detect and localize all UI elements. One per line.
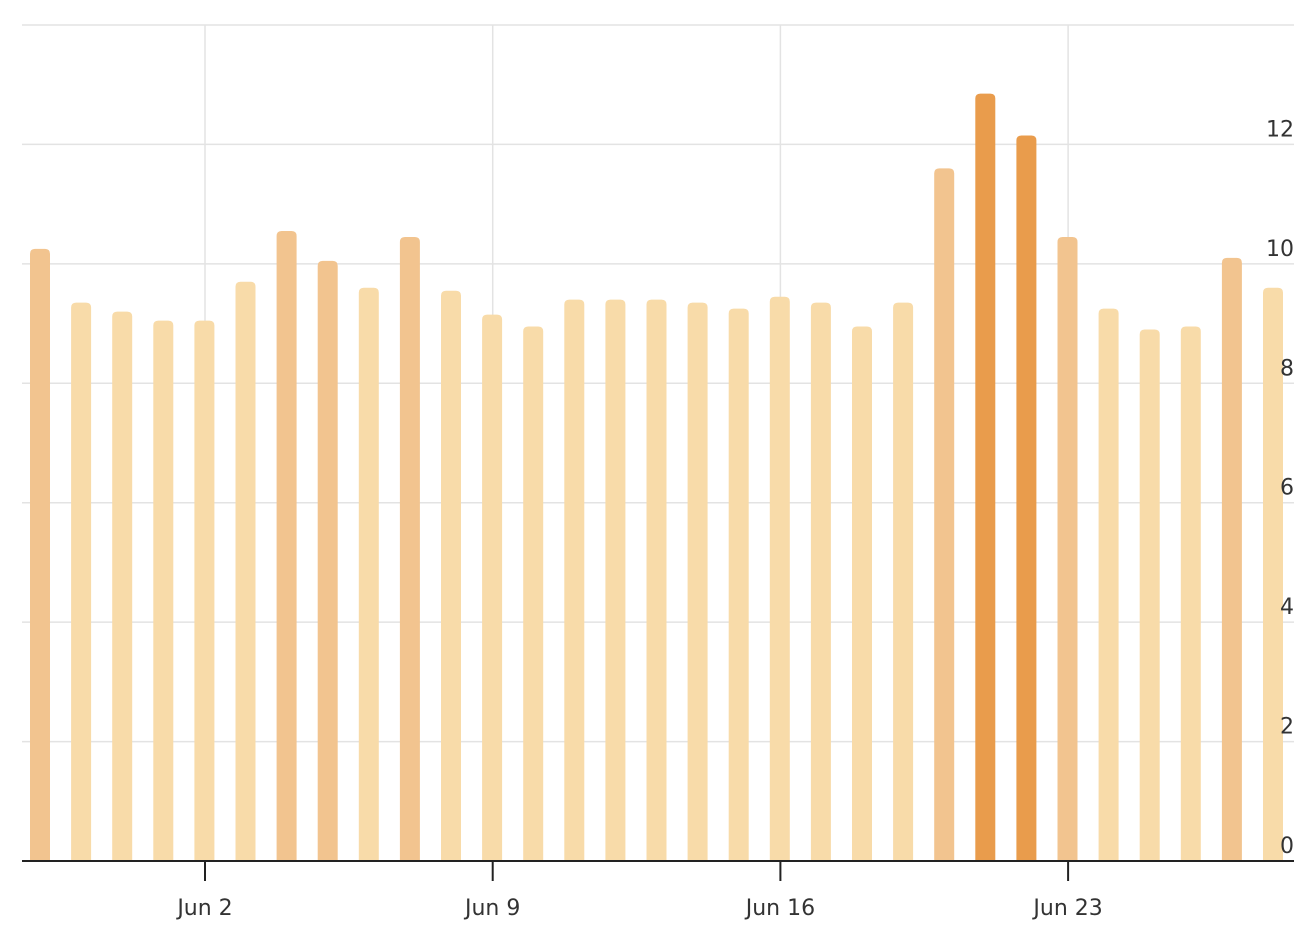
bars bbox=[30, 93, 1283, 862]
bar bbox=[1098, 308, 1119, 862]
bar bbox=[71, 302, 92, 862]
y-tick-label: 2 bbox=[1280, 715, 1294, 740]
bar bbox=[1221, 257, 1242, 861]
bar bbox=[605, 299, 626, 862]
bar bbox=[769, 296, 790, 861]
y-tick-label: 4 bbox=[1280, 595, 1294, 620]
bar bbox=[646, 299, 667, 862]
bar bbox=[1180, 326, 1201, 861]
bar bbox=[810, 302, 831, 862]
y-tick-label: 12 bbox=[1266, 117, 1294, 142]
y-tick-label: 6 bbox=[1280, 476, 1294, 501]
y-axis: 0 2 4 6 8 10 12 bbox=[1266, 117, 1294, 859]
x-tick-label: Jun 2 bbox=[175, 896, 232, 921]
bar bbox=[276, 231, 297, 861]
bar bbox=[564, 299, 585, 862]
bar bbox=[687, 302, 708, 862]
bar bbox=[1139, 329, 1160, 861]
bar bbox=[893, 302, 914, 862]
bar bbox=[482, 314, 503, 862]
y-tick-label: 0 bbox=[1280, 834, 1294, 859]
bar bbox=[975, 93, 996, 861]
bar bbox=[358, 287, 379, 861]
y-tick-label: 8 bbox=[1280, 356, 1294, 381]
bar bbox=[728, 308, 749, 862]
bar bbox=[317, 260, 338, 861]
bar bbox=[30, 248, 50, 861]
bar bbox=[1263, 287, 1283, 861]
bar bbox=[441, 290, 461, 861]
x-axis: Jun 2 Jun 9 Jun 16 Jun 23 bbox=[22, 860, 1294, 921]
bar bbox=[399, 236, 420, 861]
x-tick-label: Jun 23 bbox=[1031, 896, 1102, 921]
bar bbox=[153, 320, 174, 862]
bar bbox=[1016, 135, 1037, 861]
bar bbox=[934, 168, 955, 862]
x-tick-label: Jun 16 bbox=[744, 896, 815, 921]
bar bbox=[112, 311, 133, 862]
bar bbox=[523, 326, 544, 861]
bar bbox=[1057, 236, 1078, 861]
y-tick-label: 10 bbox=[1266, 237, 1294, 262]
x-tick-label: Jun 9 bbox=[463, 896, 520, 921]
bar bbox=[235, 281, 256, 861]
bar bbox=[852, 326, 872, 861]
bar bbox=[194, 320, 215, 862]
